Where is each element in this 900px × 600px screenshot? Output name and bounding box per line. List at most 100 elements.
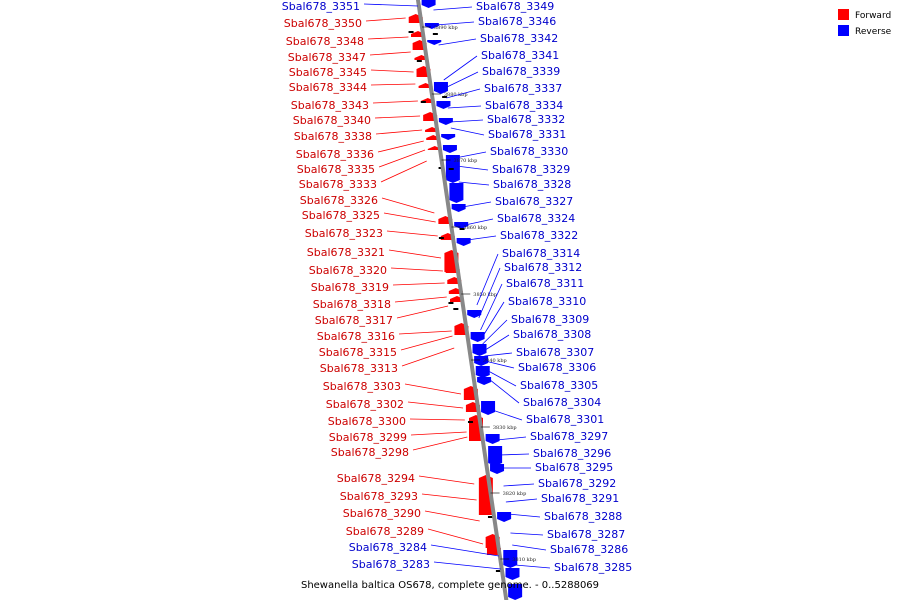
gene-label-left[interactable]: Sbal678_3284 <box>349 541 427 554</box>
gene-label-left[interactable]: Sbal678_3298 <box>331 446 409 459</box>
gene-label-right[interactable]: Sbal678_3334 <box>485 99 563 112</box>
reverse-gene-glyph[interactable] <box>490 464 505 474</box>
gene-label-right[interactable]: Sbal678_3322 <box>500 229 578 242</box>
gene-label-left[interactable]: Sbal678_3300 <box>328 415 406 428</box>
gene-label-left[interactable]: Sbal678_3302 <box>326 398 404 411</box>
gene-label-right[interactable]: Sbal678_3306 <box>518 361 596 374</box>
gene-label-left[interactable]: Sbal678_3343 <box>291 99 369 112</box>
gene-label-right[interactable]: Sbal678_3301 <box>526 413 604 426</box>
gene-label-right[interactable]: Sbal678_3296 <box>533 447 611 460</box>
leader-line <box>374 115 421 119</box>
gene-label-left[interactable]: Sbal678_3315 <box>319 346 397 359</box>
gene-label-right[interactable]: Sbal678_3295 <box>535 461 613 474</box>
reverse-gene-glyph[interactable] <box>456 238 471 246</box>
reverse-gene-glyph[interactable] <box>441 134 456 140</box>
reverse-gene-glyph[interactable] <box>427 40 442 45</box>
gene-label-right[interactable]: Sbal678_3329 <box>492 163 570 176</box>
reverse-gene-glyph[interactable] <box>436 101 451 109</box>
reverse-gene-glyph[interactable] <box>477 377 492 385</box>
leader-line <box>365 17 406 22</box>
gene-label-right[interactable]: Sbal678_3349 <box>476 0 554 13</box>
gene-label-left[interactable]: Sbal678_3333 <box>299 178 377 191</box>
reverse-gene-glyph[interactable] <box>508 584 523 600</box>
gene-label-left[interactable]: Sbal678_3294 <box>337 472 415 485</box>
gene-label-right[interactable]: Sbal678_3286 <box>550 543 628 556</box>
gene-label-left[interactable]: Sbal678_3299 <box>329 431 407 444</box>
gene-label-right[interactable]: Sbal678_3288 <box>544 510 622 523</box>
gene-label-right[interactable]: Sbal678_3310 <box>508 295 586 308</box>
gene-label-left[interactable]: Sbal678_3338 <box>294 130 372 143</box>
gene-label-right[interactable]: Sbal678_3324 <box>497 212 575 225</box>
gene-label-right[interactable]: Sbal678_3297 <box>530 430 608 443</box>
gene-label-right[interactable]: Sbal678_3311 <box>506 277 584 290</box>
gene-label-right[interactable]: Sbal678_3285 <box>554 561 632 574</box>
gene-label-left[interactable]: Sbal678_3321 <box>307 246 385 259</box>
gene-label-right[interactable]: Sbal678_3346 <box>478 15 556 28</box>
reverse-gene-glyph[interactable] <box>470 332 485 342</box>
gene-label-right[interactable]: Sbal678_3327 <box>495 195 573 208</box>
gene-label-left[interactable]: Sbal678_3336 <box>296 148 374 161</box>
reverse-gene-glyph[interactable] <box>488 446 503 466</box>
reverse-gene-glyph[interactable] <box>421 0 436 8</box>
gene-label-left[interactable]: Sbal678_3317 <box>315 314 393 327</box>
gene-label-right[interactable]: Sbal678_3331 <box>488 128 566 141</box>
gene-label-right[interactable]: Sbal678_3314 <box>502 247 580 260</box>
gene-label-left[interactable]: Sbal678_3340 <box>293 114 371 127</box>
gene-label-left[interactable]: Sbal678_3335 <box>297 163 375 176</box>
gene-label-right[interactable]: Sbal678_3332 <box>487 113 565 126</box>
reverse-gene-glyph[interactable] <box>481 401 496 415</box>
reverse-gene-glyph[interactable] <box>424 23 439 29</box>
gene-label-left[interactable]: Sbal678_3323 <box>305 227 383 240</box>
gene-label-right[interactable]: Sbal678_3307 <box>516 346 594 359</box>
leader-line <box>377 140 424 153</box>
reverse-gene-glyph[interactable] <box>475 366 490 378</box>
gene-label-right[interactable]: Sbal678_3287 <box>547 528 625 541</box>
reverse-gene-glyph[interactable] <box>449 183 464 203</box>
gene-label-left[interactable]: Sbal678_3319 <box>311 281 389 294</box>
reverse-gene-glyph[interactable] <box>451 204 466 212</box>
gene-label-left[interactable]: Sbal678_3293 <box>340 490 418 503</box>
gene-label-left[interactable]: Sbal678_3320 <box>309 264 387 277</box>
gene-label-left[interactable]: Sbal678_3344 <box>289 81 367 94</box>
gene-label-left[interactable]: Sbal678_3303 <box>323 380 401 393</box>
reverse-gene-glyph[interactable] <box>474 356 489 366</box>
reverse-gene-glyph[interactable] <box>442 145 457 153</box>
gene-label-right[interactable]: Sbal678_3308 <box>513 328 591 341</box>
gene-label-left[interactable]: Sbal678_3326 <box>300 194 378 207</box>
gene-label-right[interactable]: Sbal678_3342 <box>480 32 558 45</box>
reverse-gene-glyph[interactable] <box>497 512 512 522</box>
gene-label-left[interactable]: Sbal678_3351 <box>282 0 360 13</box>
gene-label-left[interactable]: Sbal678_3325 <box>302 209 380 222</box>
gene-label-right[interactable]: Sbal678_3341 <box>481 49 559 62</box>
gene-label-right[interactable]: Sbal678_3291 <box>541 492 619 505</box>
reverse-gene-glyph[interactable] <box>503 550 518 568</box>
gene-label-left[interactable]: Sbal678_3316 <box>317 330 395 343</box>
gene-label-right[interactable]: Sbal678_3330 <box>490 145 568 158</box>
leader-line <box>401 347 455 367</box>
leader-line <box>430 544 499 557</box>
gene-label-left[interactable]: Sbal678_3290 <box>343 507 421 520</box>
gene-label-left[interactable]: Sbal678_3318 <box>313 298 391 311</box>
gene-label-left[interactable]: Sbal678_3289 <box>346 525 424 538</box>
gene-label-right[interactable]: Sbal678_3328 <box>493 178 571 191</box>
reverse-gene-glyph[interactable] <box>472 344 487 356</box>
gene-label-right[interactable]: Sbal678_3339 <box>482 65 560 78</box>
leader-line <box>394 296 447 303</box>
gene-label-right[interactable]: Sbal678_3312 <box>504 261 582 274</box>
reverse-gene-glyph[interactable] <box>438 118 453 125</box>
gene-label-right[interactable]: Sbal678_3337 <box>484 82 562 95</box>
reverse-gene-glyph[interactable] <box>433 82 448 94</box>
reverse-gene-glyph[interactable] <box>467 310 482 318</box>
reverse-gene-glyph[interactable] <box>485 434 500 444</box>
gene-label-right[interactable]: Sbal678_3292 <box>538 477 616 490</box>
gene-label-left[interactable]: Sbal678_3348 <box>286 35 364 48</box>
gene-label-left[interactable]: Sbal678_3283 <box>352 558 430 571</box>
reverse-gene-glyph[interactable] <box>505 568 520 580</box>
gene-label-left[interactable]: Sbal678_3313 <box>320 362 398 375</box>
gene-label-right[interactable]: Sbal678_3304 <box>523 396 601 409</box>
gene-label-left[interactable]: Sbal678_3350 <box>284 17 362 30</box>
gene-label-right[interactable]: Sbal678_3309 <box>511 313 589 326</box>
gene-label-left[interactable]: Sbal678_3345 <box>289 66 367 79</box>
gene-label-right[interactable]: Sbal678_3305 <box>520 379 598 392</box>
gene-label-left[interactable]: Sbal678_3347 <box>288 51 366 64</box>
